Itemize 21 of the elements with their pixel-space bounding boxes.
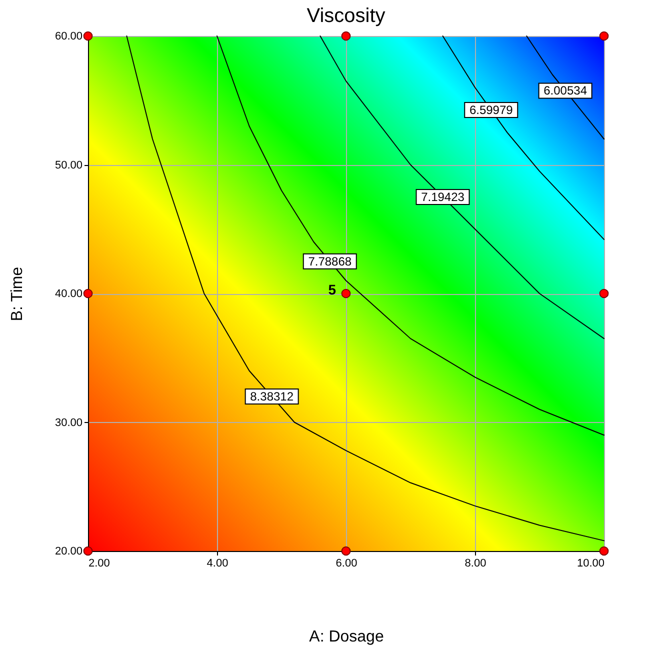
- annotation: 5: [328, 282, 336, 298]
- series-label: 6.59979: [469, 103, 514, 118]
- series-label: 8.38312: [250, 390, 294, 404]
- y-tick-label: 50.00: [54, 159, 82, 172]
- series-label: 7.19423: [421, 190, 465, 204]
- y-axis-title: B: Time: [8, 266, 26, 322]
- series-label: 6.00534: [544, 84, 588, 98]
- series-label: 7.78868: [308, 254, 352, 268]
- y-tick-label: 60.00: [54, 30, 82, 42]
- x-axis-title: A: Dosage: [309, 628, 384, 646]
- x-tick-label: 8.00: [464, 558, 486, 570]
- line-series: [216, 36, 604, 436]
- x-tick-label: 4.00: [206, 558, 228, 570]
- y-tick-label: 20.00: [54, 546, 82, 558]
- x-tick-label: 2.00: [88, 558, 110, 570]
- chart-title: Viscosity: [306, 4, 386, 27]
- x-tick-label: 6.00: [336, 558, 358, 570]
- line-series: [526, 36, 604, 140]
- y-tick-label: 30.00: [54, 416, 82, 429]
- y-tick-label: 40.00: [54, 288, 82, 300]
- x-tick-label: 10.00: [576, 558, 604, 570]
